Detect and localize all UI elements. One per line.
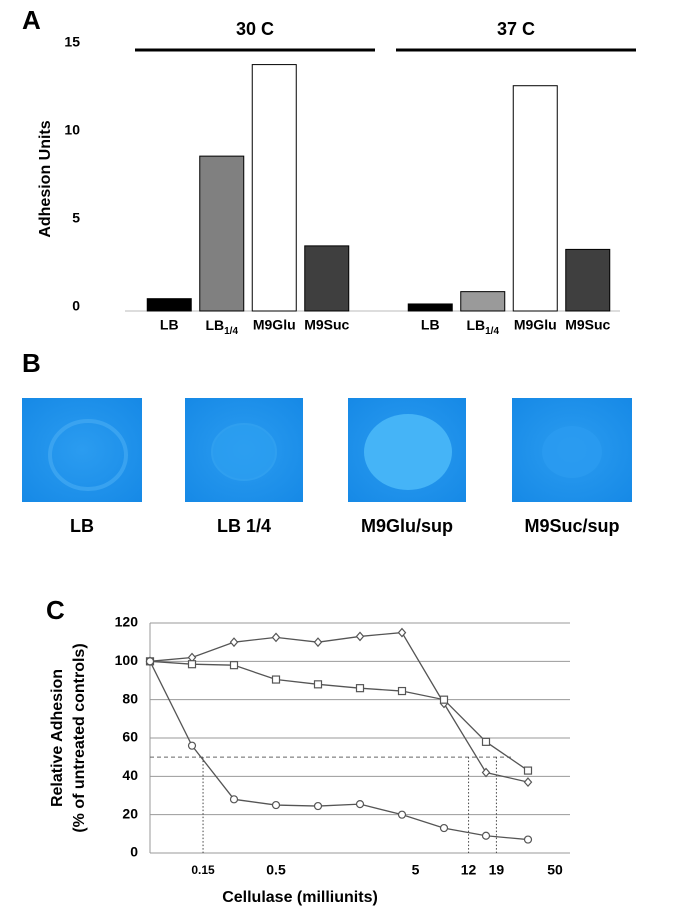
y-tick-label: 10 [64,122,80,138]
bar [407,303,453,312]
marker [481,831,491,840]
bar [251,64,297,312]
x-tick-label: LB [160,317,179,333]
x-tick-label: 50 [547,862,563,878]
bar [199,155,245,312]
series-line [149,661,529,841]
plate-label: M9Suc/sup [524,516,619,536]
marker [313,637,323,648]
marker [397,686,407,696]
x-tick-label-main: LB [205,317,224,333]
y-tick-label: 0 [130,844,138,860]
bar [460,291,506,312]
y-tick-label: 80 [122,690,138,706]
y-tick-label: 100 [115,652,139,668]
x-tick-label: 12 [461,862,477,878]
bar [512,85,558,312]
x-tick-label: LB1/4 [466,317,499,337]
x-tick-label: M9Glu [253,317,296,333]
y-axis-label: Adhesion Units [37,120,54,237]
x-tick-label: LB [421,317,440,333]
group-title: 30 C [236,19,274,39]
marker [313,801,323,811]
marker [187,660,197,669]
x-tick-label: M9Suc [304,317,349,333]
bar [146,298,192,312]
panel-letter: A [22,5,41,35]
x-tick-label: 0.15 [191,863,215,877]
marker [439,823,449,833]
marker [187,741,197,750]
y-axis-label: (% of untreated controls) [71,643,88,832]
marker [313,680,323,689]
marker [271,632,281,643]
x-tick-label: LB1/4 [205,317,238,337]
y-tick-label: 0 [72,298,80,314]
x-tick-label: 5 [412,862,420,878]
marker [523,766,533,775]
plate-label: M9Glu/sup [361,516,453,536]
marker [397,810,407,819]
panel-letter: C [46,595,65,625]
y-axis-label: Relative Adhesion [49,669,66,807]
marker [355,684,365,693]
marker [229,795,239,804]
y-tick-label: 15 [64,34,80,50]
y-tick-label: 120 [115,614,139,630]
marker [229,637,239,648]
plate-spot [364,414,452,490]
marker [481,737,491,746]
x-tick-label: M9Suc [565,317,610,333]
marker [481,767,491,778]
marker [145,657,155,666]
y-tick-label: 40 [122,767,138,783]
marker [523,777,533,787]
marker [355,800,365,809]
series-line [149,660,529,772]
plate-spot [211,423,277,481]
panel-letter: B [22,348,41,378]
series-line [149,631,529,783]
x-tick-label-sub: 1/4 [485,326,499,337]
marker [271,675,281,684]
plate-image [22,398,142,502]
marker [229,661,239,670]
marker [355,631,365,642]
x-axis-label: Cellulase (milliunits) [222,889,378,906]
marker [271,800,281,810]
y-tick-label: 60 [122,729,138,745]
plate-label: LB [70,516,94,536]
bar [565,248,611,312]
x-tick-label-sub: 1/4 [224,326,238,337]
x-tick-label: M9Glu [514,317,557,333]
x-tick-label: 0.5 [266,862,286,878]
marker [397,627,407,638]
plate-images [22,398,632,502]
marker [523,835,533,844]
y-tick-label: 20 [122,805,138,821]
group-title: 37 C [497,19,535,39]
plate-label: LB 1/4 [217,516,271,536]
plate-spot [542,426,602,478]
plate-spot [48,419,128,491]
y-tick-label: 5 [72,210,80,226]
bar [304,245,350,312]
marker [439,695,449,704]
x-tick-label: 19 [489,862,505,878]
x-tick-label-main: LB [466,317,485,333]
